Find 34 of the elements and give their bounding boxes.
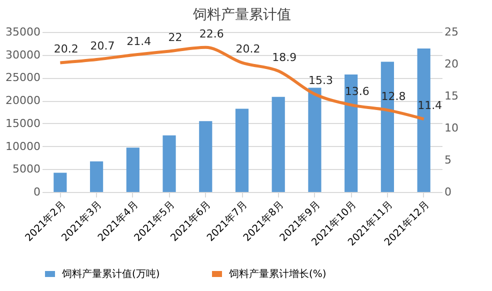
data-label: 18.9: [272, 51, 297, 64]
y-tick-label: 10000: [6, 140, 40, 153]
y2-tick-label: 15: [444, 90, 458, 102]
data-label: 20.7: [90, 40, 115, 53]
y2-tick-label: 5: [444, 154, 452, 166]
legend-label: 饲料产量累计值(万吨): [61, 268, 160, 280]
chart-title: 饲料产量累计值: [192, 7, 291, 23]
data-label: 15.3: [308, 74, 333, 88]
y-tick-label: 20000: [6, 94, 40, 108]
data-label: 22: [168, 31, 182, 44]
bar: [235, 108, 249, 192]
y2-tick-label: 25: [444, 26, 458, 38]
data-label: 21.4: [126, 35, 152, 48]
data-label: 13.6: [344, 84, 370, 98]
data-label: 20.2: [236, 42, 260, 56]
bar: [308, 88, 322, 192]
y-tick-label: 0: [34, 186, 40, 198]
bar: [162, 135, 176, 192]
bar: [54, 172, 67, 192]
legend-label: 饲料产量累计增长(%): [228, 268, 326, 280]
y-tick-label: 15000: [6, 116, 40, 130]
y2-tick-label: 10: [444, 122, 458, 134]
bar: [90, 161, 104, 192]
y-tick-label: 35000: [6, 26, 40, 38]
y2-tick-label: 20: [444, 58, 458, 70]
data-label: 22.6: [199, 27, 224, 40]
y2-tick-label: 0: [444, 186, 452, 198]
y-tick-label: 30000: [6, 48, 40, 62]
data-label: 20.2: [54, 42, 78, 56]
bar: [272, 96, 285, 192]
y-tick-label: 25000: [6, 71, 40, 84]
bar: [199, 121, 212, 192]
bar: [126, 148, 140, 192]
y-tick-label: 5000: [12, 162, 40, 176]
